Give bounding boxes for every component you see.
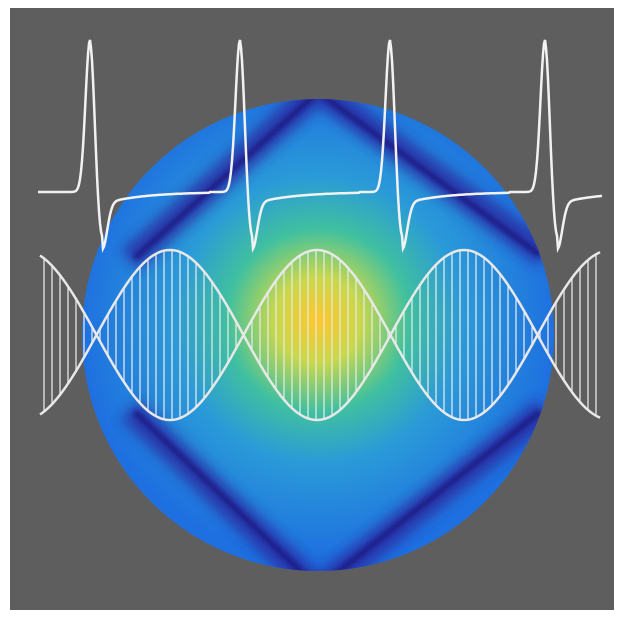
disk [82, 99, 554, 571]
page: (() => { const ns = 'http://www.w3.org/2… [0, 0, 624, 619]
artwork [0, 0, 624, 619]
